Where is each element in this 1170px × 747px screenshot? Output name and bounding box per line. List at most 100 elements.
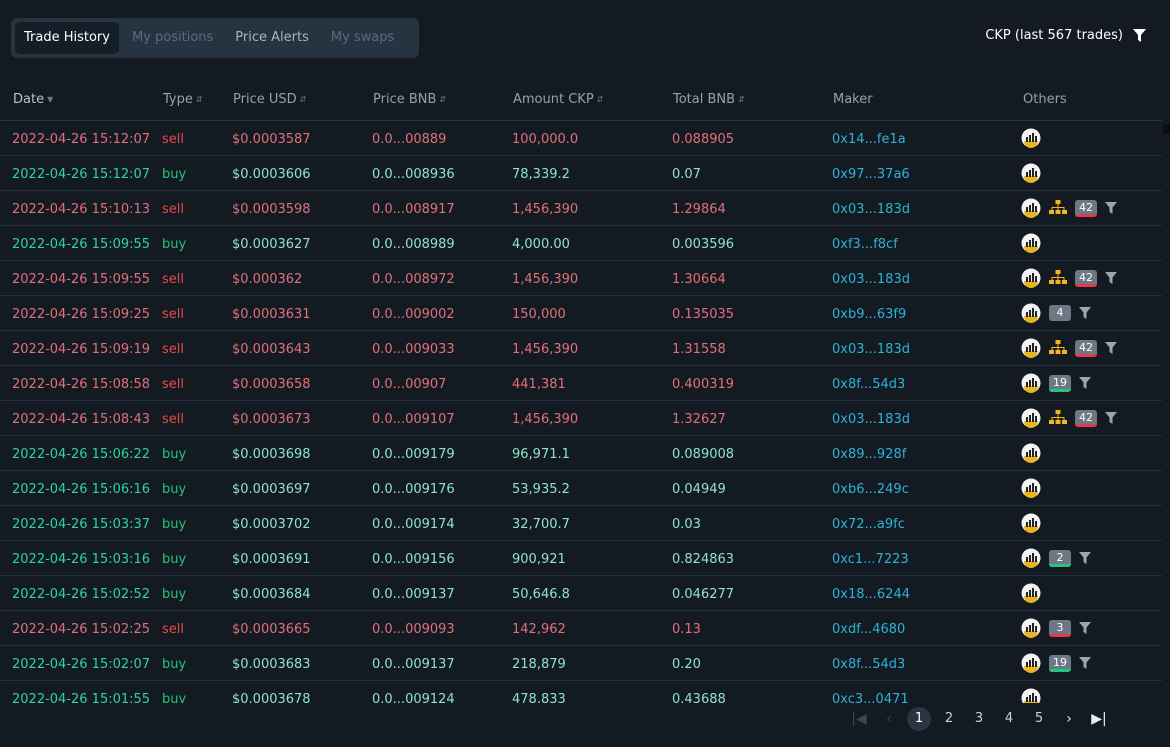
maker-link[interactable]: 0x89...928f	[832, 447, 907, 462]
maker-link[interactable]: 0x8f...54d3	[832, 657, 906, 672]
trade-count-badge[interactable]: 19	[1049, 654, 1071, 672]
filter-icon[interactable]	[1105, 411, 1117, 425]
maker-link[interactable]: 0x18...6244	[832, 587, 910, 602]
table-row: 2022-04-26 15:03:37 buy $0.0003702 0.0...00…	[0, 506, 1162, 541]
trade-count-badge[interactable]: 42	[1075, 199, 1097, 217]
filter-icon[interactable]	[1079, 656, 1091, 670]
trade-count-badge[interactable]: 19	[1049, 374, 1071, 392]
page-5[interactable]: 5	[1034, 711, 1044, 726]
page-3[interactable]: 3	[974, 711, 984, 726]
filter-icon[interactable]	[1079, 621, 1091, 635]
maker-link[interactable]: 0xf3...f8cf	[832, 237, 898, 252]
maker-link[interactable]: 0xb6...249c	[832, 482, 909, 497]
chart-icon[interactable]	[1021, 688, 1041, 703]
chart-icon[interactable]	[1021, 408, 1041, 428]
chart-icon[interactable]	[1021, 548, 1041, 568]
price-usd: $0.0003691	[232, 552, 311, 567]
maker-link[interactable]: 0x8f...54d3	[832, 377, 906, 392]
amount-ckp: 32,700.7	[512, 517, 570, 532]
pagination: |◀ ‹ 1 2 3 4 5 › ▶|	[847, 707, 1117, 731]
maker-link[interactable]: 0x97...37a6	[832, 167, 910, 182]
price-usd: $0.0003683	[232, 657, 311, 672]
trade-type: buy	[162, 167, 187, 182]
trade-date: 2022-04-26 15:12:07	[12, 132, 151, 147]
filter-icon[interactable]	[1079, 376, 1091, 390]
filter-icon[interactable]	[1133, 28, 1146, 43]
page-2[interactable]: 2	[944, 711, 954, 726]
maker-link[interactable]: 0x72...a9fc	[832, 517, 905, 532]
trade-date: 2022-04-26 15:01:55	[12, 692, 151, 703]
price-usd: $0.0003665	[232, 622, 311, 637]
chart-icon[interactable]	[1021, 653, 1041, 673]
table-row: 2022-04-26 15:06:22 buy $0.0003698 0.0...00…	[0, 436, 1162, 471]
trade-date: 2022-04-26 15:02:52	[12, 587, 151, 602]
filter-icon[interactable]	[1079, 306, 1091, 320]
trade-count-badge[interactable]: 3	[1049, 619, 1071, 637]
tab-trade-history[interactable]: Trade History	[15, 22, 119, 54]
maker-link[interactable]: 0x03...183d	[832, 272, 910, 287]
last-page-button[interactable]: ▶|	[1091, 711, 1107, 727]
price-usd: $0.000362	[232, 272, 303, 287]
maker-link[interactable]: 0x03...183d	[832, 342, 910, 357]
tab-price-alerts[interactable]: Price Alerts	[235, 30, 309, 45]
chart-icon[interactable]	[1021, 268, 1041, 288]
filter-icon[interactable]	[1105, 341, 1117, 355]
maker-link[interactable]: 0xc1...7223	[832, 552, 909, 567]
chart-icon[interactable]	[1021, 303, 1041, 323]
chart-icon[interactable]	[1021, 338, 1041, 358]
chart-icon[interactable]	[1021, 443, 1041, 463]
amount-ckp: 50,646.8	[512, 587, 570, 602]
tab-my-swaps[interactable]: My swaps	[330, 30, 395, 45]
chart-icon[interactable]	[1021, 478, 1041, 498]
chart-icon[interactable]	[1021, 583, 1041, 603]
total-bnb: 0.135035	[672, 307, 735, 322]
amount-ckp: 218,879	[512, 657, 566, 672]
trade-type: buy	[162, 587, 187, 602]
col-date[interactable]: Date ▼	[13, 92, 54, 107]
filter-icon[interactable]	[1079, 551, 1091, 565]
col-price-usd[interactable]: Price USD ⇵	[233, 92, 307, 107]
price-usd: $0.0003631	[232, 307, 311, 322]
chart-icon[interactable]	[1021, 163, 1041, 183]
maker-link[interactable]: 0xc3...0471	[832, 692, 909, 703]
col-others: Others	[1023, 92, 1067, 107]
others-cell	[1021, 443, 1041, 463]
chart-icon[interactable]	[1021, 513, 1041, 533]
maker-link[interactable]: 0x03...183d	[832, 202, 910, 217]
price-bnb: 0.0...008972	[372, 272, 455, 287]
amount-ckp: 1,456,390	[512, 342, 579, 357]
scrollbar[interactable]	[1163, 124, 1170, 134]
next-page-button[interactable]: ›	[1066, 711, 1072, 727]
page-4[interactable]: 4	[1004, 711, 1014, 726]
col-price-bnb[interactable]: Price BNB ⇵	[373, 92, 447, 107]
total-bnb: 0.824863	[672, 552, 735, 567]
price-bnb: 0.0...009156	[372, 552, 455, 567]
col-type[interactable]: Type ⇵	[163, 92, 203, 107]
table-header: Date ▼ Type ⇵ Price USD ⇵ Price BNB ⇵ Amount…	[0, 80, 1162, 121]
chart-icon[interactable]	[1021, 233, 1041, 253]
trade-count-badge[interactable]: 42	[1075, 409, 1097, 427]
page-1[interactable]: 1	[907, 707, 931, 731]
filter-icon[interactable]	[1105, 201, 1117, 215]
trade-count-badge[interactable]: 42	[1075, 339, 1097, 357]
col-total[interactable]: Total BNB ⇵	[673, 92, 745, 107]
chart-icon[interactable]	[1021, 128, 1041, 148]
trade-type: sell	[162, 412, 184, 427]
filter-icon[interactable]	[1105, 271, 1117, 285]
maker-link[interactable]: 0x03...183d	[832, 412, 910, 427]
tab-my-positions[interactable]: My positions	[131, 30, 214, 45]
first-page-button[interactable]: |◀	[851, 711, 867, 727]
total-bnb: 0.089008	[672, 447, 735, 462]
maker-link[interactable]: 0x14...fe1a	[832, 132, 906, 147]
trade-count-badge[interactable]: 4	[1049, 305, 1071, 321]
sort-desc-icon: ▼	[47, 95, 54, 104]
trade-count-badge[interactable]: 2	[1049, 549, 1071, 567]
chart-icon[interactable]	[1021, 373, 1041, 393]
trade-count-badge[interactable]: 42	[1075, 269, 1097, 287]
maker-link[interactable]: 0xb9...63f9	[832, 307, 907, 322]
chart-icon[interactable]	[1021, 198, 1041, 218]
maker-link[interactable]: 0xdf...4680	[832, 622, 906, 637]
prev-page-button[interactable]: ‹	[886, 711, 892, 727]
col-amount[interactable]: Amount CKP ⇵	[513, 92, 604, 107]
chart-icon[interactable]	[1021, 618, 1041, 638]
